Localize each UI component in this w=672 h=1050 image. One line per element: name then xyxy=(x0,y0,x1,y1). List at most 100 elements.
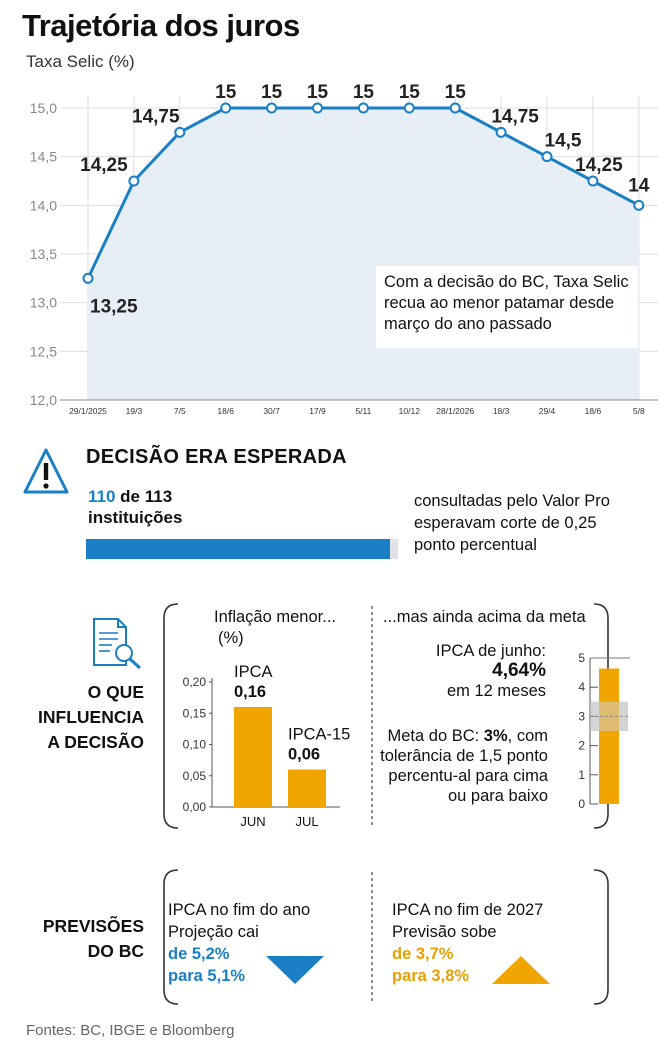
forecast-left-to: para 5,1% xyxy=(168,967,246,985)
x-tick-label: 29/4 xyxy=(539,406,556,416)
ipca-june-period: em 12 meses xyxy=(446,682,546,700)
data-label: 15 xyxy=(215,82,237,103)
x-tick-label: 17/9 xyxy=(309,406,326,416)
forecast-left-from: de 5,2% xyxy=(168,945,230,963)
y-tick-label: 15,0 xyxy=(30,100,57,116)
triangle-up-icon xyxy=(492,956,550,984)
x-tick-label: 18/6 xyxy=(585,406,602,416)
bar xyxy=(288,769,326,807)
page-title: Trajetória dos juros xyxy=(22,8,300,43)
y-tick-label: 0,05 xyxy=(183,769,207,783)
x-tick-label: 5/8 xyxy=(633,406,645,416)
chart-annotation: Com a decisão do BC, Taxa Selic recua ao… xyxy=(376,266,638,348)
data-label: 14,75 xyxy=(132,106,180,127)
data-label: 15 xyxy=(445,82,467,103)
decision-title: DECISÃO ERA ESPERADA xyxy=(86,446,347,468)
decision-count-rest: de 113 xyxy=(120,487,173,506)
y-tick-label: 14,0 xyxy=(30,197,57,213)
data-point xyxy=(541,151,553,163)
data-point xyxy=(128,175,140,187)
y-tick-label: 13,5 xyxy=(30,246,57,262)
y-tick-label: 0 xyxy=(578,797,585,811)
x-tick-label: 7/5 xyxy=(174,406,186,416)
inflation-bar-chart: 0,00 0,05 0,10 0,15 0,20 IPCA 0,16 JUN IPCA-15 0,… xyxy=(183,663,351,829)
data-point xyxy=(266,102,278,114)
decision-count: 110 de 113 instituições xyxy=(88,486,182,528)
data-point xyxy=(82,272,94,284)
data-label: 14,25 xyxy=(575,155,623,176)
decision-progress-fill xyxy=(86,539,390,559)
target-bar-chart: 0 1 2 3 4 5 xyxy=(578,651,630,811)
data-point xyxy=(449,102,461,114)
x-tick-label: JUL xyxy=(295,814,318,829)
data-label: 15 xyxy=(353,82,375,103)
meta-value: 3% xyxy=(483,727,508,745)
influence-label: O QUE INFLUENCIA A DECISÃO xyxy=(20,680,144,755)
ipca-june-label: IPCA de junho: xyxy=(435,642,546,660)
ipca-june-value: 4,64% xyxy=(492,660,546,681)
data-label: 14,75 xyxy=(491,106,539,127)
forecast-bracket xyxy=(163,869,609,1005)
decision-description: consultadas pelo Valor Pro esperavam cor… xyxy=(414,492,610,554)
target-chart-title: ...mas ainda acima da meta xyxy=(383,608,586,626)
data-label: 14 xyxy=(628,175,650,196)
influence-label-line: INFLUENCIA xyxy=(38,707,144,727)
x-tick-label: 29/1/2025 xyxy=(69,406,107,416)
chart-subtitle: Taxa Selic (%) xyxy=(26,52,135,71)
inflation-chart-title: Inflação menor... xyxy=(214,608,336,626)
data-point xyxy=(357,102,369,114)
meta-label: Meta do BC: xyxy=(387,727,484,745)
data-label: 15 xyxy=(399,82,421,103)
data-point xyxy=(220,102,232,114)
y-tick-label: 0,20 xyxy=(183,675,207,689)
forecast-right-to: para 3,8% xyxy=(392,967,470,985)
influence-label-line: O QUE xyxy=(87,682,144,702)
forecast-right-line1: IPCA no fim de 2027 xyxy=(392,901,544,919)
forecast-right-from: de 3,7% xyxy=(392,945,454,963)
bar-value-label: 0,16 xyxy=(234,683,266,701)
data-label: 13,25 xyxy=(90,296,138,317)
decision-count-unit: instituições xyxy=(88,508,183,527)
forecast-left: IPCA no fim do ano Projeção cai de 5,2% … xyxy=(168,899,310,987)
y-tick-label: 0,15 xyxy=(183,706,207,720)
bar-value-label: 0,06 xyxy=(288,746,320,764)
data-label: 14,25 xyxy=(80,155,128,176)
triangle-down-icon xyxy=(266,956,324,984)
meta-text: Meta do BC: 3%, com tolerância de 1,5 po… xyxy=(376,726,548,806)
y-tick-label: 14,5 xyxy=(30,149,57,165)
forecast-right: IPCA no fim de 2027 Previsão sobe de 3,7… xyxy=(392,899,543,987)
data-point xyxy=(495,126,507,138)
y-tick-label: 1 xyxy=(578,768,585,782)
decision-count-value: 110 xyxy=(88,487,116,506)
forecast-label: PREVISÕES DO BC xyxy=(20,914,144,964)
forecast-left-line2: Projeção cai xyxy=(168,923,259,941)
forecast-left-line1: IPCA no fim do ano xyxy=(168,901,311,919)
y-tick-label: 13,0 xyxy=(30,295,57,311)
y-tick-label: 12,5 xyxy=(30,343,57,359)
inflation-chart-unit: (%) xyxy=(218,629,244,647)
x-tick-label: 10/12 xyxy=(399,406,421,416)
x-tick-label: 18/6 xyxy=(217,406,234,416)
y-tick-label: 12,0 xyxy=(30,392,57,408)
y-tick-label: 0,00 xyxy=(183,800,207,814)
influence-label-line: A DECISÃO xyxy=(47,732,144,752)
data-point xyxy=(403,102,415,114)
forecast-right-line2: Previsão sobe xyxy=(392,923,497,941)
x-tick-label: 19/3 xyxy=(126,406,143,416)
data-label: 14,5 xyxy=(545,131,582,152)
meta-rest: , com tolerância de 1,5 ponto percentu-a… xyxy=(380,727,548,805)
x-tick-label: JUN xyxy=(240,814,265,829)
y-tick-label: 2 xyxy=(578,739,585,753)
data-point xyxy=(633,199,645,211)
x-tick-label: 28/1/2026 xyxy=(436,406,474,416)
y-tick-label: 3 xyxy=(578,709,585,723)
x-tick-label: 5/11 xyxy=(355,406,371,416)
y-tick-label: 0,10 xyxy=(183,738,207,752)
data-point xyxy=(312,102,323,114)
data-label: 15 xyxy=(261,82,283,103)
bar xyxy=(234,707,272,807)
bar xyxy=(599,668,619,804)
data-point xyxy=(174,126,186,138)
document-search-icon xyxy=(93,618,142,669)
selic-line-chart: 12,012,513,013,514,014,515,013,2514,2514… xyxy=(30,82,658,416)
